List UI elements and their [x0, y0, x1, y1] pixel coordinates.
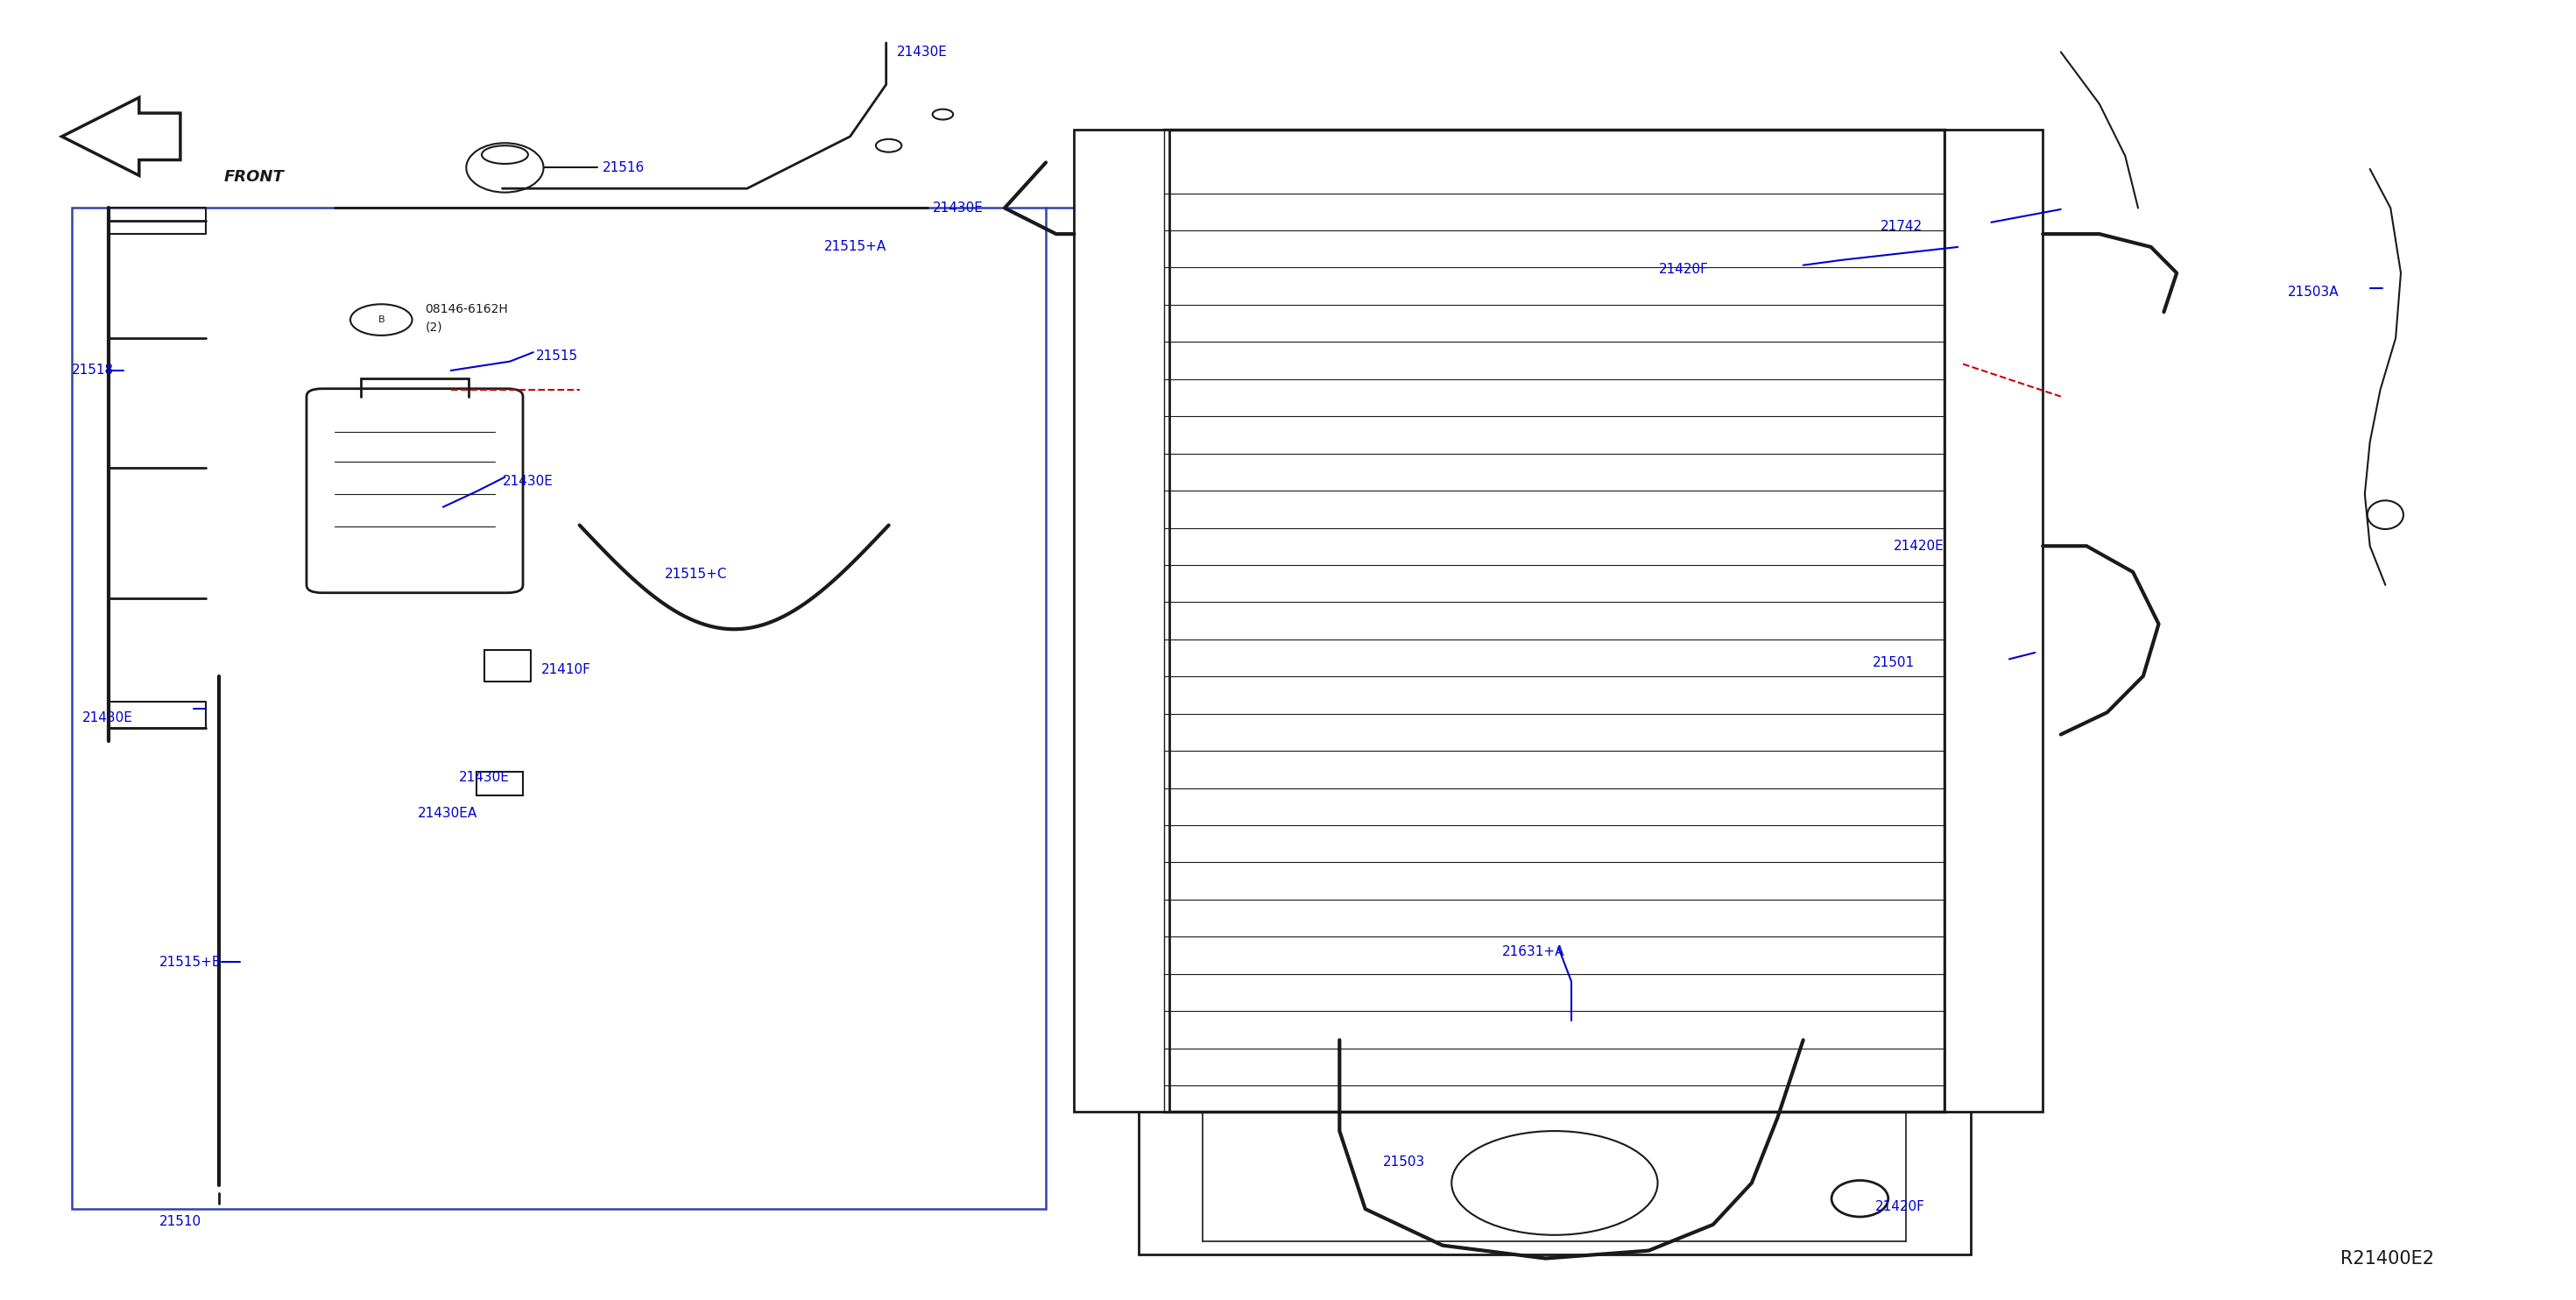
Text: 21430E: 21430E — [82, 711, 134, 724]
Text: 21420F: 21420F — [1875, 1200, 1924, 1213]
Text: 21503: 21503 — [1383, 1156, 1425, 1169]
Bar — [1139, 1111, 1971, 1254]
Bar — [477, 772, 523, 796]
Text: 21503A: 21503A — [2287, 286, 2339, 299]
Text: 21430E: 21430E — [933, 202, 984, 214]
Text: 21515+C: 21515+C — [665, 568, 726, 581]
Text: 21518: 21518 — [72, 364, 113, 377]
Text: R21400E2: R21400E2 — [2342, 1251, 2434, 1267]
Text: 21430E: 21430E — [502, 474, 554, 487]
Bar — [72, 208, 1046, 1209]
Text: 21430EA: 21430EA — [417, 807, 477, 820]
FancyBboxPatch shape — [307, 389, 523, 593]
Bar — [1945, 130, 2043, 1112]
Bar — [1074, 130, 1170, 1112]
Text: 08146-6162H: 08146-6162H — [425, 303, 507, 316]
Bar — [1164, 130, 1945, 1112]
Text: (2): (2) — [425, 321, 443, 334]
Text: FRONT: FRONT — [224, 169, 283, 185]
Text: B: B — [379, 316, 384, 324]
Text: 21501: 21501 — [1873, 656, 1914, 670]
Text: 21410F: 21410F — [541, 663, 590, 676]
Text: 21420F: 21420F — [1659, 263, 1708, 276]
Text: 21430E: 21430E — [459, 771, 510, 784]
Text: 21742: 21742 — [1880, 220, 1922, 233]
Text: 21510: 21510 — [160, 1216, 201, 1228]
Text: 21516: 21516 — [603, 161, 644, 174]
Text: 21631+A: 21631+A — [1502, 945, 1564, 958]
Text: 21430E: 21430E — [896, 46, 948, 58]
Text: 21515: 21515 — [536, 350, 577, 363]
Text: 21420E: 21420E — [1893, 540, 1945, 552]
Text: 21515+B: 21515+B — [160, 956, 222, 968]
Text: 21515+A: 21515+A — [824, 240, 886, 254]
